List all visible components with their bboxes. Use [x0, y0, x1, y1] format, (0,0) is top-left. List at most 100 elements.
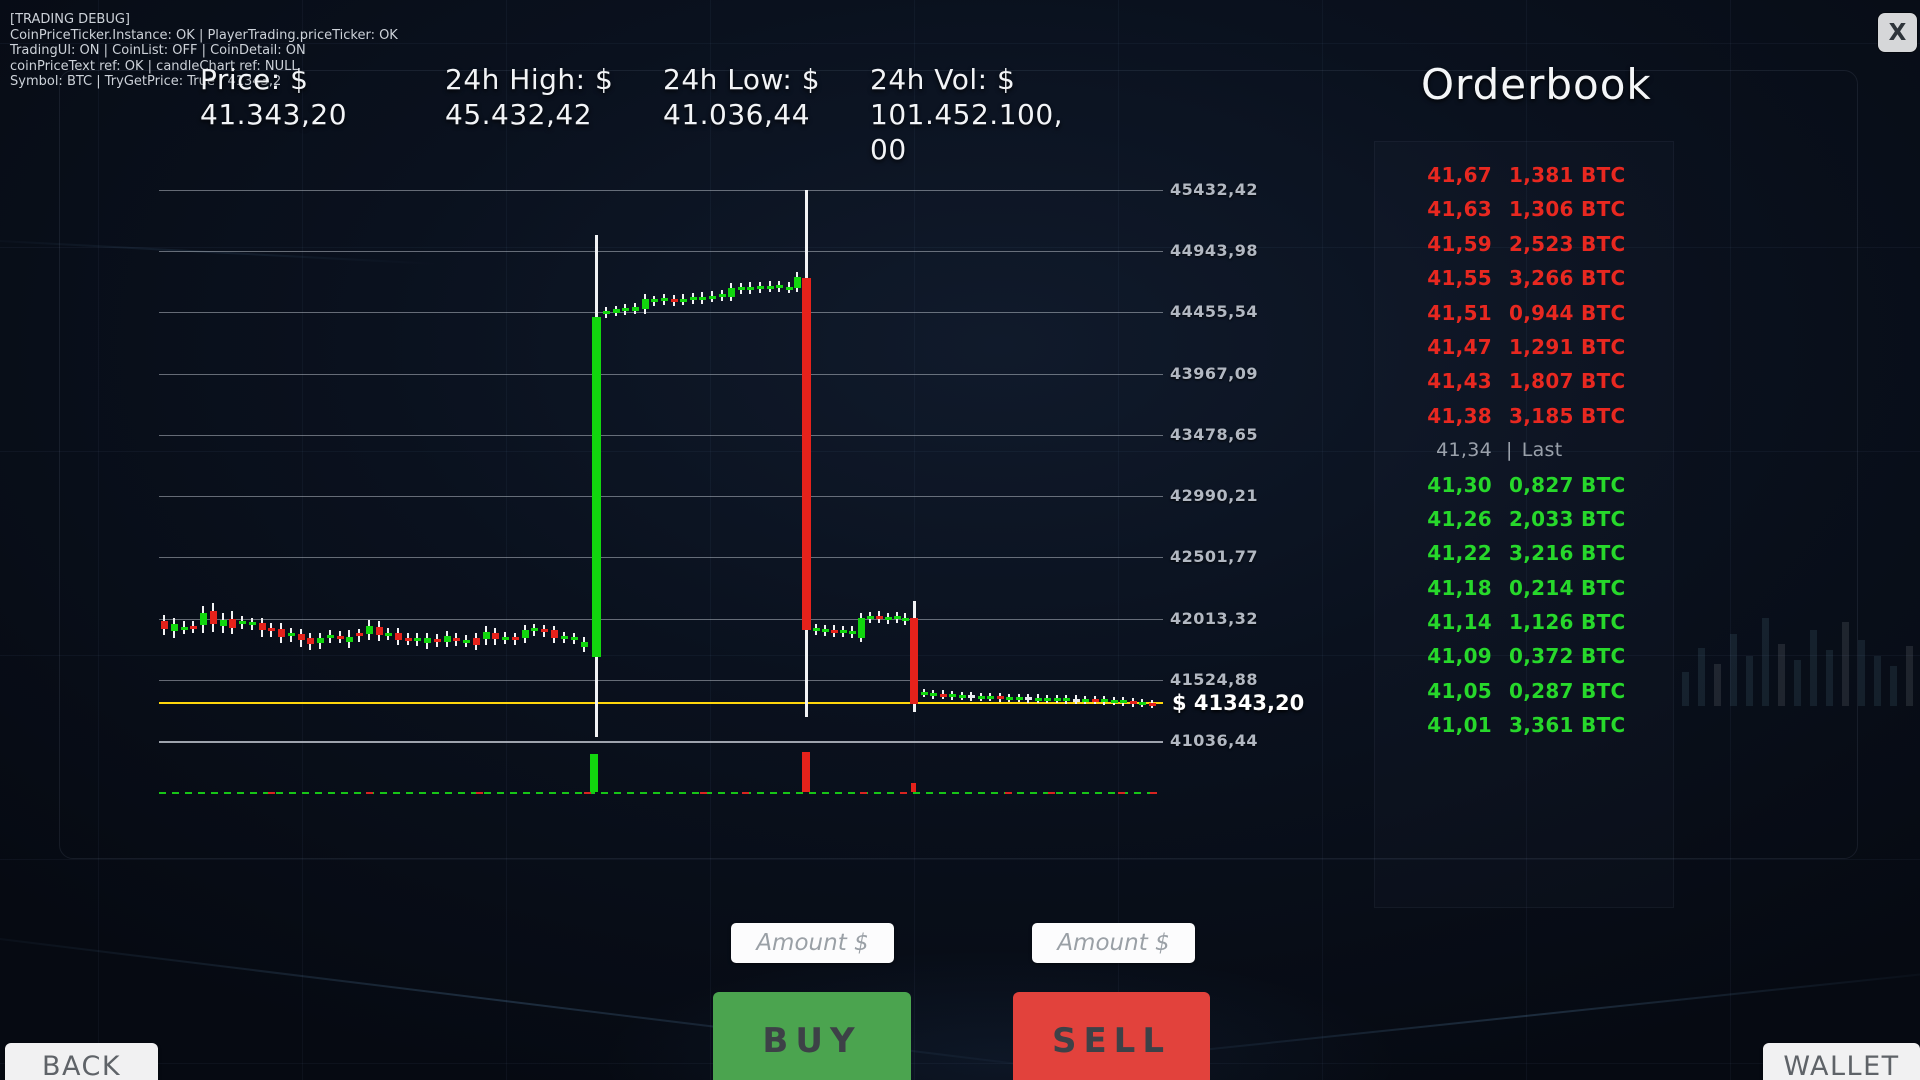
- candle-body: [1073, 698, 1080, 702]
- candle-body: [738, 287, 745, 291]
- candle-body: [424, 637, 431, 644]
- candle-body: [190, 626, 197, 630]
- candle-body: [885, 617, 892, 621]
- orderbook-amount: 3,361 BTC: [1509, 713, 1626, 738]
- candle-body: [1149, 702, 1156, 706]
- orderbook-row: 41,55 3,266 BTC: [1420, 261, 1660, 295]
- low-24h-value: 41.036,44: [663, 98, 811, 131]
- candle-body: [1016, 696, 1023, 700]
- orderbook-row: 41,01 3,361 BTC: [1420, 708, 1660, 742]
- candle-body: [959, 694, 966, 698]
- candle-body: [894, 616, 901, 620]
- candle-body: [1111, 699, 1118, 703]
- debug-line: CoinPriceTicker.Instance: OK | PlayerTra…: [10, 27, 398, 43]
- orderbook-amount: 2,033 BTC: [1509, 506, 1626, 531]
- orderbook-price: 41,30: [1427, 472, 1492, 497]
- candle-body: [473, 638, 480, 645]
- decor-ghost-candle: [1842, 622, 1849, 706]
- candle-body: [867, 616, 874, 620]
- volume-baseline-red-dash: [476, 792, 483, 794]
- volume-baseline-red-dash: [1150, 792, 1157, 794]
- orderbook-price: 41,22: [1427, 541, 1492, 566]
- y-axis-tick-label: 41036,44: [1170, 731, 1259, 750]
- candle-body: [171, 623, 178, 631]
- chart-gridline: [159, 741, 1163, 743]
- low-24h-label: 24h Low: $: [663, 63, 821, 96]
- chart-gridline: [159, 434, 1163, 436]
- decor-ghost-candle: [1682, 672, 1689, 706]
- decor-ghost-candle: [1730, 634, 1737, 706]
- volume-24h-label: 24h Vol: $: [870, 63, 1016, 96]
- candle-body: [910, 618, 918, 705]
- volume-baseline-red-dash: [860, 792, 867, 794]
- candle-body: [161, 621, 168, 629]
- decor-ghost-candle: [1858, 640, 1865, 706]
- candle-body: [395, 633, 402, 640]
- orderbook-amount: 1,306 BTC: [1509, 197, 1626, 222]
- volume-bar: [802, 752, 810, 792]
- candle-body: [728, 288, 735, 297]
- candle-body: [581, 641, 588, 647]
- orderbook-price: 41,63: [1427, 197, 1492, 222]
- chart-gridline: [159, 557, 1163, 559]
- orderbook-rows: 41,67 1,381 BTC 41,63 1,306 BTC 41,59 2,523 B…: [1420, 158, 1660, 743]
- buy-amount-input[interactable]: [731, 923, 894, 963]
- orderbook-row: 41,14 1,126 BTC: [1420, 605, 1660, 639]
- candle-body: [767, 285, 774, 289]
- main-panel-border: [59, 70, 1858, 859]
- back-button[interactable]: BACK: [5, 1043, 158, 1080]
- candle-body: [613, 309, 620, 313]
- close-button[interactable]: X: [1878, 13, 1917, 52]
- candle-body: [776, 284, 783, 288]
- candle-body: [483, 631, 490, 640]
- candle-body: [346, 636, 353, 642]
- candle-body: [902, 617, 909, 621]
- candle-body: [512, 637, 519, 641]
- buy-button[interactable]: BUY: [713, 992, 911, 1080]
- decor-ghost-candle: [1826, 650, 1833, 706]
- decor-ghost-candle: [1762, 618, 1769, 706]
- orderbook-row: 41,22 3,216 BTC: [1420, 536, 1660, 570]
- candle-body: [376, 627, 383, 635]
- sell-amount-input[interactable]: [1032, 923, 1195, 963]
- candle-body: [229, 618, 236, 628]
- candle-body: [541, 628, 548, 632]
- volume-24h-value: 101.452.100,00: [870, 98, 1064, 166]
- last-label: Last: [1521, 439, 1563, 462]
- candle-body: [802, 278, 811, 631]
- orderbook-price: 41,59: [1427, 231, 1492, 256]
- y-axis-tick-label: 42501,77: [1170, 547, 1259, 567]
- y-axis-tick-label: 42013,32: [1170, 608, 1259, 628]
- decor-ghost-candle: [1698, 648, 1705, 706]
- candle-body: [1092, 699, 1099, 703]
- orderbook-row: 41,59 2,523 BTC: [1420, 227, 1660, 261]
- orderbook-row: 41,38 3,185 BTC: [1420, 399, 1660, 433]
- volume-baseline-red-dash: [742, 792, 749, 794]
- candle-body: [642, 299, 649, 310]
- volume-baseline-red-dash: [1118, 792, 1125, 794]
- debug-line: coinPriceText ref: OK | candleChart ref:…: [10, 58, 299, 74]
- orderbook-price: 41,38: [1427, 403, 1492, 428]
- volume-bar: [911, 783, 916, 792]
- candle-body: [298, 634, 305, 641]
- orderbook-amount: 1,381 BTC: [1509, 163, 1626, 187]
- candle-body: [210, 611, 217, 624]
- candle-body: [978, 695, 985, 699]
- decor-ghost-candle: [1746, 656, 1753, 706]
- volume-baseline-red-dash: [1005, 792, 1012, 794]
- candle-body: [1120, 700, 1127, 704]
- y-axis-tick-label: 42990,21: [1170, 486, 1259, 506]
- orderbook-price: 41,18: [1427, 575, 1492, 600]
- wallet-button[interactable]: WALLET: [1763, 1043, 1920, 1080]
- candle-body: [747, 286, 754, 290]
- current-price-label: $ 41343,20: [1172, 690, 1305, 715]
- decor-ghost-candle: [1890, 666, 1897, 706]
- candle-body: [757, 286, 764, 290]
- last-separator: |: [1506, 439, 1513, 462]
- orderbook-row: 41,47 1,291 BTC: [1420, 330, 1660, 364]
- candle-body: [239, 621, 246, 625]
- sell-button[interactable]: SELL: [1013, 992, 1210, 1080]
- candle-body: [719, 294, 726, 298]
- candle-body: [1035, 697, 1042, 701]
- candle-body: [551, 630, 558, 638]
